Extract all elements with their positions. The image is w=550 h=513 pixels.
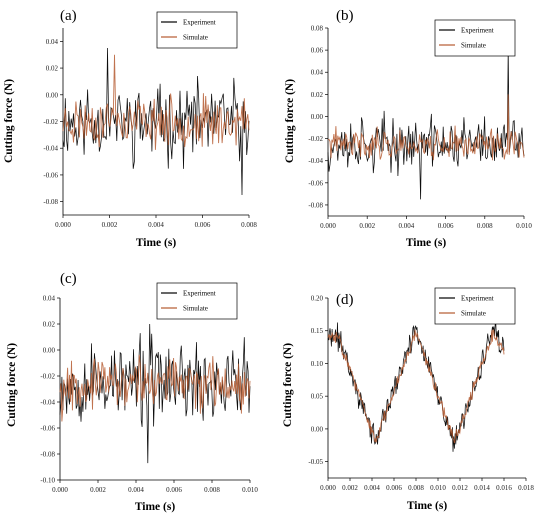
y-axis-label: Cutting force (N) [282,343,294,427]
legend: Experiment Simulate [156,11,238,49]
y-tick-label: -0.08 [40,451,55,459]
y-tick-label: -0.04 [308,157,323,165]
x-tick-label: 0.010 [516,222,532,230]
x-tick-label: 0.004 [128,486,144,494]
legend-box [156,282,238,320]
y-tick-label: 0.00 [311,113,324,121]
x-tick-label: 0.010 [430,484,446,492]
y-tick-label: 0.10 [311,360,324,368]
y-tick-label: 0.20 [311,295,324,303]
x-tick-label: 0.010 [242,486,258,494]
x-tick-label: 0.002 [342,484,358,492]
panel-label: (a) [60,8,77,24]
y-tick-label: 0.04 [43,295,56,303]
x-tick-label: 0.002 [359,222,375,230]
y-tick-label: -0.04 [40,399,55,407]
x-tick-label: 0.000 [52,486,68,494]
y-tick-label: 0.00 [46,91,59,99]
y-axis-label: Cutting force (N) [3,79,15,163]
y-tick-label: 0.04 [46,38,59,46]
y-tick-label: -0.10 [40,477,55,485]
x-tick-label: 0.004 [148,221,164,229]
legend-box [434,287,516,325]
x-tick-label: 0.006 [166,486,182,494]
x-tick-label: 0.016 [496,484,512,492]
legend-label: Simulate [183,305,208,313]
y-tick-label: 0.00 [43,347,56,355]
x-tick-label: 0.018 [518,484,534,492]
legend-label: Simulate [461,310,486,318]
y-tick-label: -0.06 [308,179,323,187]
chart-panel-1: (a) -0.08 -0.06 -0.04 -0.02 0.00 0.02 0.04 0.000… [3,8,257,249]
y-tick-label: 0.15 [311,327,324,335]
y-tick-label: -0.02 [43,118,58,126]
legend-label: Experiment [183,19,216,27]
x-tick-label: 0.000 [55,221,71,229]
y-tick-label: 0.00 [311,425,324,433]
y-tick-label: 0.06 [311,47,324,55]
y-tick-label: -0.05 [308,458,323,466]
legend-label: Experiment [461,27,494,35]
x-tick-label: 0.002 [90,486,106,494]
x-tick-label: 0.000 [320,484,336,492]
x-tick-label: 0.000 [320,222,336,230]
series-line-simulate [59,354,251,422]
y-tick-label: 0.02 [46,65,59,73]
x-tick-label: 0.006 [438,222,454,230]
panel-label: (c) [60,271,77,287]
y-tick-label: 0.02 [311,91,324,99]
y-tick-label: -0.06 [40,425,55,433]
y-axis-label: Cutting force (N) [6,343,18,427]
legend-label: Experiment [461,295,494,303]
series-line-simulate [327,94,525,161]
x-tick-label: 0.004 [399,222,415,230]
y-tick-label: 0.04 [311,69,324,77]
x-axis-label: Time (s) [136,237,177,249]
x-tick-label: 0.008 [204,486,220,494]
x-tick-label: 0.012 [452,484,468,492]
series-line-experiment [327,47,525,200]
y-tick-label: -0.02 [40,373,55,381]
y-tick-label: 0.08 [311,25,324,33]
y-axis-label: Cutting force (N) [284,79,296,163]
y-tick-label: -0.08 [43,198,58,206]
x-tick-label: 0.004 [364,484,380,492]
panel-label: (b) [336,8,354,24]
x-tick-label: 0.006 [386,484,402,492]
chart-panel-3: (c) -0.10 -0.08 -0.06 -0.04 -0.02 0.00 0.02 0.04… [6,271,258,513]
x-tick-label: 0.006 [195,221,211,229]
legend-box [434,19,516,57]
y-tick-label: 0.02 [43,321,56,329]
chart-panel-2: (b) -0.08 -0.06 -0.04 -0.02 0.00 0.02 0.04 0.06 0… [284,8,532,249]
y-tick-label: -0.04 [43,145,58,153]
x-tick-label: 0.014 [474,484,490,492]
legend: Experiment Simulate [434,287,516,325]
y-tick-label: 0.05 [311,393,324,401]
y-tick-label: -0.02 [308,135,323,143]
chart-panel-4: (d) -0.05 0.00 0.05 0.10 0.15 0.20 0.000 0.002 0.… [282,287,534,512]
legend: Experiment Simulate [156,282,238,320]
x-axis-label: Time (s) [406,237,447,249]
legend-label: Experiment [183,290,216,298]
series-line-simulate [327,329,505,444]
legend-label: Simulate [461,42,486,50]
series-line-simulate [62,54,250,150]
x-tick-label: 0.008 [241,221,257,229]
x-tick-label: 0.008 [408,484,424,492]
x-axis-label: Time (s) [135,501,176,513]
series-line-experiment [327,322,505,452]
x-axis-label: Time (s) [407,500,448,512]
legend: Experiment Simulate [434,19,516,57]
legend-label: Simulate [183,34,208,42]
x-tick-label: 0.008 [477,222,493,230]
panel-label: (d) [336,292,354,308]
legend-box [156,11,238,49]
x-tick-label: 0.002 [102,221,118,229]
y-tick-label: -0.06 [43,171,58,179]
y-tick-label: -0.08 [308,201,323,209]
